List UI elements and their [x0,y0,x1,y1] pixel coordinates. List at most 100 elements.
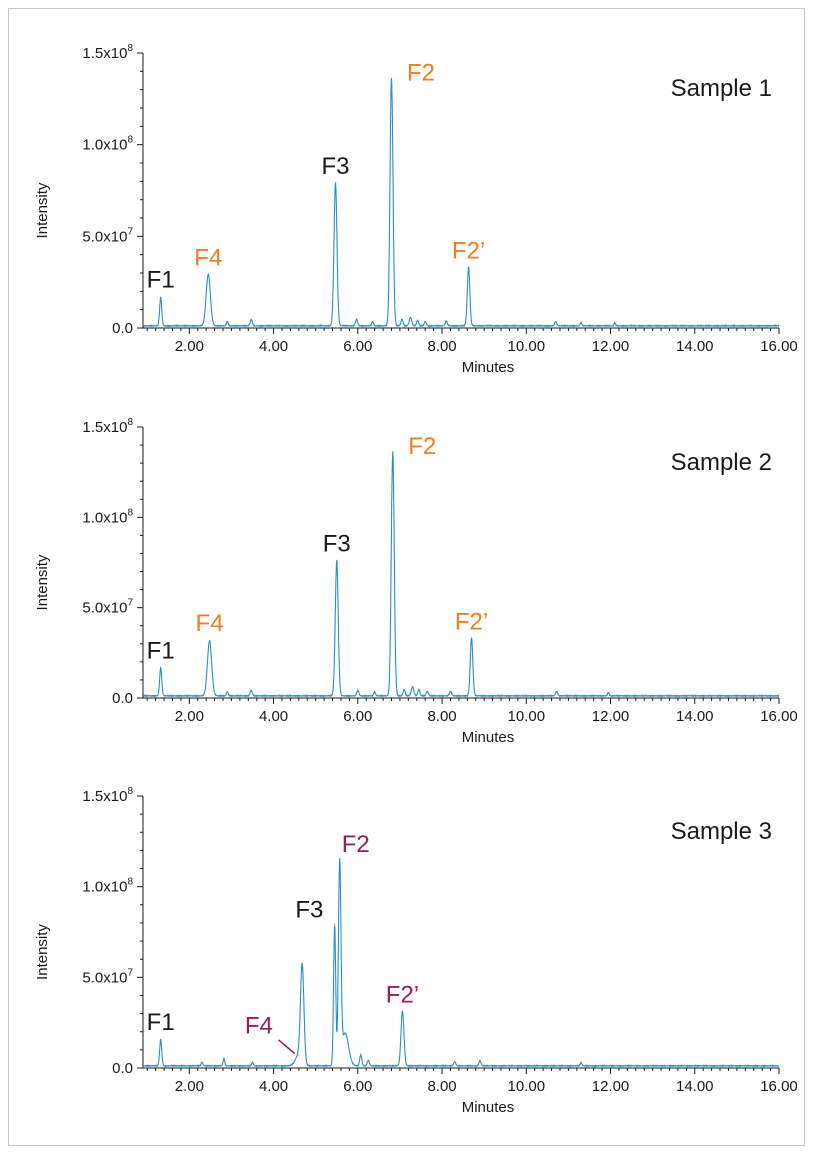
x-tick-label: 12.00 [592,1078,630,1095]
y-tick-label-exponent: 7 [127,967,133,978]
peak-label-f1: F1 [147,637,175,664]
y-axis-title: Intensity [34,554,51,610]
peak-apex-point [556,690,558,693]
y-tick-label-base: 1.0x10 [82,879,127,896]
x-axis-title: Minutes [462,1099,515,1116]
peak-apex-point [417,319,419,321]
peak-label-f2: F2 [342,831,370,858]
peak-apex-point [401,1010,404,1013]
peak-label-f3: F3 [295,896,323,923]
y-tick-label-base: 5.0x10 [82,969,127,986]
chromatogram-trace [142,78,780,328]
peak-apex-point [424,321,426,323]
peak-apex-point [250,318,252,321]
y-tick-label: 5.0x107 [82,226,133,245]
y-tick-label-base: 0.0 [112,1060,133,1077]
peak-apex-point [334,923,336,925]
x-tick-label: 8.00 [427,1078,456,1095]
peak-label-f2: F2 [408,433,436,460]
x-tick-label: 4.00 [259,708,288,725]
y-axis-title: Intensity [34,924,51,980]
y-tick-label-base: 1.5x10 [82,45,127,62]
x-tick-label: 16.00 [760,1078,798,1095]
sample-title: Sample 3 [671,818,772,845]
x-tick-label: 2.00 [175,338,204,355]
peak-label-f1: F1 [147,1009,175,1036]
x-tick-label: 4.00 [259,338,288,355]
peak-label-f1: F1 [147,267,175,294]
x-axis-title: Minutes [462,359,515,376]
peak-apex-point [411,686,414,688]
x-tick-label: 6.00 [343,338,372,355]
peak-label-f4: F4 [194,245,222,272]
peak-apex-point [226,320,228,322]
peak-apex-point [401,318,403,320]
y-tick-label: 1.5x108 [82,417,133,436]
y-tick-label: 1.5x108 [82,43,133,62]
y-tick-label-exponent: 8 [127,786,133,797]
peak-apex-point [208,640,211,642]
y-tick-label: 1.0x108 [82,877,133,896]
peak-apex-point [445,320,447,322]
y-tick-label: 1.0x108 [82,507,133,526]
peak-apex-point [301,969,303,971]
peak-apex-point [467,266,470,268]
x-tick-label: 4.00 [259,1078,288,1095]
peak-apex-point [470,637,473,639]
peak-apex-point [607,691,610,694]
peak-apex-point [357,689,359,692]
peak-label-f4: F4 [196,610,224,637]
peak-apex-point [403,688,405,691]
y-tick-label: 1.0x108 [82,135,133,154]
peak-apex-point [160,667,162,669]
x-tick-label: 10.00 [508,708,546,725]
peak-apex-point [555,321,557,323]
peak-label-f3: F3 [323,531,351,558]
y-tick-label-base: 1.5x10 [82,788,127,805]
chromatogram-trace [142,451,780,698]
peak-apex-point [360,1054,362,1056]
peak-apex-point [580,1061,582,1064]
peak-apex-point [334,182,337,184]
y-tick-label: 5.0x107 [82,598,133,617]
peak-apex-point [355,318,358,320]
y-tick-label-base: 1.0x10 [82,137,127,154]
peak-apex-point [479,1060,481,1062]
x-tick-label: 6.00 [343,708,372,725]
y-tick-label-base: 0.0 [112,690,133,707]
y-tick-label: 5.0x107 [82,967,133,986]
peak-apex-point [226,691,228,693]
x-tick-label: 6.00 [343,1078,372,1095]
peak-apex-point [418,688,420,691]
x-tick-label: 12.00 [592,338,630,355]
peak-apex-point [392,451,394,453]
peak-label-f4: F4 [245,1013,273,1040]
x-tick-label: 16.00 [760,708,798,725]
peak-apex-point [454,1061,456,1063]
x-tick-label: 12.00 [592,708,630,725]
y-tick-label: 0.0 [112,690,133,707]
peak-apex-point [367,1059,369,1061]
y-tick-label-base: 1.0x10 [82,509,127,526]
peak-label-f3: F3 [321,153,349,180]
peak-apex-point [336,559,338,561]
x-tick-label: 14.00 [676,338,714,355]
y-tick-label-base: 1.5x10 [82,419,127,436]
peak-apex-point [580,321,582,324]
y-tick-label-base: 0.0 [112,320,133,337]
chart-panel-3: 0.0 5.0x107 1.0x108 1.5x108 2.00 4.00 6.00 8.00… [34,786,798,1116]
peak-apex-point [426,690,428,693]
y-tick-label-exponent: 7 [127,598,133,609]
peak-apex-point [614,322,616,324]
y-tick-label-base: 5.0x10 [82,228,127,245]
chromatogram-trace [142,858,780,1068]
y-tick-label: 0.0 [112,1060,133,1077]
peak-apex-point [409,316,412,319]
peak-label-f2: F2’ [455,608,488,635]
y-tick-label: 0.0 [112,320,133,337]
x-axis-title: Minutes [462,729,515,746]
x-tick-label: 2.00 [175,1078,204,1095]
